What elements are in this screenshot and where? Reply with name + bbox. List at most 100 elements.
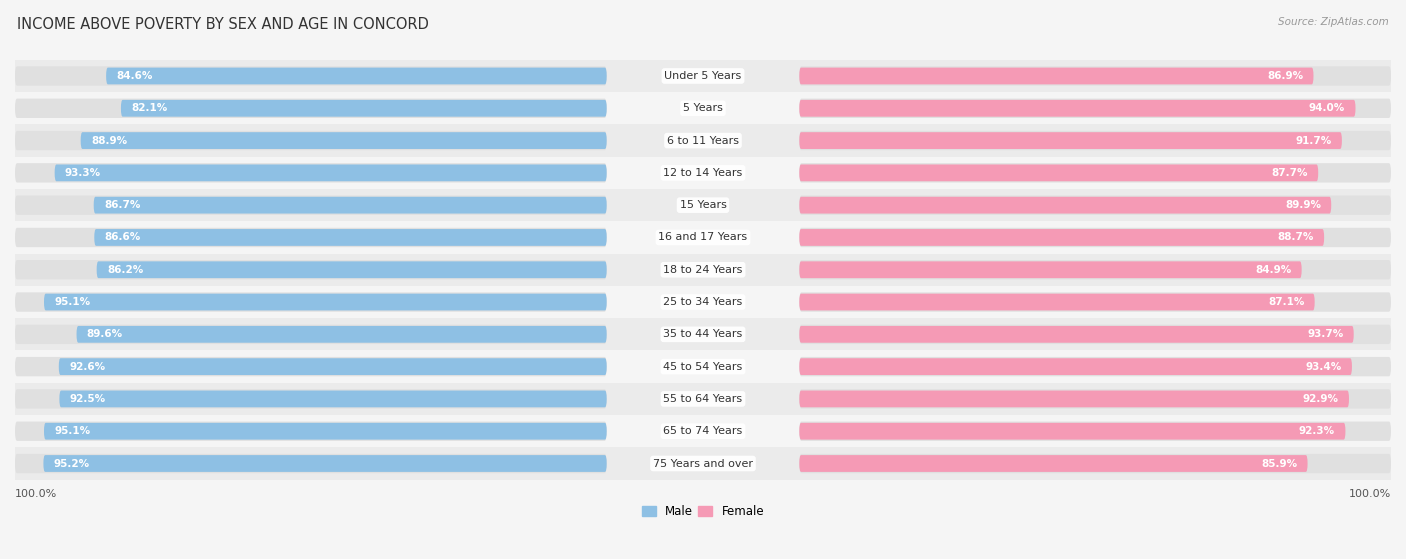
FancyBboxPatch shape bbox=[76, 326, 606, 343]
FancyBboxPatch shape bbox=[80, 132, 606, 149]
Text: 16 and 17 Years: 16 and 17 Years bbox=[658, 233, 748, 243]
FancyBboxPatch shape bbox=[800, 391, 1348, 408]
Text: 95.1%: 95.1% bbox=[55, 426, 90, 436]
FancyBboxPatch shape bbox=[800, 67, 1391, 86]
Text: 87.7%: 87.7% bbox=[1271, 168, 1308, 178]
FancyBboxPatch shape bbox=[44, 423, 606, 439]
Text: 84.6%: 84.6% bbox=[117, 71, 153, 81]
Text: 93.7%: 93.7% bbox=[1308, 329, 1343, 339]
Text: 88.7%: 88.7% bbox=[1278, 233, 1313, 243]
Text: 100.0%: 100.0% bbox=[15, 489, 58, 499]
FancyBboxPatch shape bbox=[800, 68, 1313, 84]
Text: 12 to 14 Years: 12 to 14 Years bbox=[664, 168, 742, 178]
Text: Under 5 Years: Under 5 Years bbox=[665, 71, 741, 81]
Legend: Male, Female: Male, Female bbox=[637, 500, 769, 523]
Text: 86.9%: 86.9% bbox=[1267, 71, 1303, 81]
Text: 18 to 24 Years: 18 to 24 Years bbox=[664, 265, 742, 274]
Bar bbox=[15, 221, 1391, 254]
FancyBboxPatch shape bbox=[800, 132, 1341, 149]
Text: 75 Years and over: 75 Years and over bbox=[652, 458, 754, 468]
Text: 93.3%: 93.3% bbox=[65, 168, 101, 178]
FancyBboxPatch shape bbox=[15, 228, 606, 247]
Bar bbox=[15, 189, 1391, 221]
Bar bbox=[15, 60, 1391, 92]
FancyBboxPatch shape bbox=[800, 131, 1391, 150]
FancyBboxPatch shape bbox=[800, 262, 1302, 278]
FancyBboxPatch shape bbox=[800, 197, 1331, 214]
FancyBboxPatch shape bbox=[800, 423, 1346, 439]
Text: 5 Years: 5 Years bbox=[683, 103, 723, 113]
Text: 65 to 74 Years: 65 to 74 Years bbox=[664, 426, 742, 436]
Text: 86.7%: 86.7% bbox=[104, 200, 141, 210]
Bar bbox=[15, 383, 1391, 415]
FancyBboxPatch shape bbox=[15, 292, 606, 312]
Text: 6 to 11 Years: 6 to 11 Years bbox=[666, 136, 740, 145]
FancyBboxPatch shape bbox=[800, 358, 1353, 375]
Bar bbox=[15, 254, 1391, 286]
FancyBboxPatch shape bbox=[800, 163, 1391, 183]
Text: 15 Years: 15 Years bbox=[679, 200, 727, 210]
Text: 95.1%: 95.1% bbox=[55, 297, 90, 307]
FancyBboxPatch shape bbox=[800, 292, 1391, 312]
FancyBboxPatch shape bbox=[15, 260, 606, 280]
FancyBboxPatch shape bbox=[800, 260, 1391, 280]
FancyBboxPatch shape bbox=[800, 357, 1391, 376]
FancyBboxPatch shape bbox=[94, 197, 606, 214]
Text: 55 to 64 Years: 55 to 64 Years bbox=[664, 394, 742, 404]
FancyBboxPatch shape bbox=[800, 229, 1324, 246]
FancyBboxPatch shape bbox=[15, 98, 606, 118]
Bar bbox=[15, 125, 1391, 157]
Text: 92.5%: 92.5% bbox=[70, 394, 105, 404]
FancyBboxPatch shape bbox=[15, 131, 606, 150]
Bar bbox=[15, 286, 1391, 318]
FancyBboxPatch shape bbox=[800, 164, 1319, 181]
FancyBboxPatch shape bbox=[15, 67, 606, 86]
Text: 94.0%: 94.0% bbox=[1309, 103, 1346, 113]
FancyBboxPatch shape bbox=[15, 196, 606, 215]
Text: 92.6%: 92.6% bbox=[69, 362, 105, 372]
FancyBboxPatch shape bbox=[105, 68, 606, 84]
FancyBboxPatch shape bbox=[15, 421, 606, 441]
Text: 86.6%: 86.6% bbox=[104, 233, 141, 243]
Bar bbox=[15, 92, 1391, 125]
FancyBboxPatch shape bbox=[800, 325, 1391, 344]
FancyBboxPatch shape bbox=[15, 454, 606, 473]
Text: 92.3%: 92.3% bbox=[1299, 426, 1336, 436]
FancyBboxPatch shape bbox=[59, 358, 606, 375]
Text: 35 to 44 Years: 35 to 44 Years bbox=[664, 329, 742, 339]
Text: 85.9%: 85.9% bbox=[1261, 458, 1298, 468]
Text: 92.9%: 92.9% bbox=[1303, 394, 1339, 404]
Text: 86.2%: 86.2% bbox=[107, 265, 143, 274]
Text: 87.1%: 87.1% bbox=[1268, 297, 1305, 307]
FancyBboxPatch shape bbox=[15, 163, 606, 183]
Bar bbox=[15, 318, 1391, 350]
FancyBboxPatch shape bbox=[15, 389, 606, 409]
Bar bbox=[15, 447, 1391, 480]
Text: Source: ZipAtlas.com: Source: ZipAtlas.com bbox=[1278, 17, 1389, 27]
FancyBboxPatch shape bbox=[800, 326, 1354, 343]
FancyBboxPatch shape bbox=[44, 293, 606, 310]
Bar bbox=[15, 350, 1391, 383]
Text: 89.6%: 89.6% bbox=[87, 329, 122, 339]
Text: 93.4%: 93.4% bbox=[1305, 362, 1341, 372]
Text: 95.2%: 95.2% bbox=[53, 458, 90, 468]
FancyBboxPatch shape bbox=[59, 391, 606, 408]
Text: 100.0%: 100.0% bbox=[1348, 489, 1391, 499]
FancyBboxPatch shape bbox=[94, 229, 606, 246]
FancyBboxPatch shape bbox=[800, 196, 1391, 215]
FancyBboxPatch shape bbox=[800, 421, 1391, 441]
Text: INCOME ABOVE POVERTY BY SEX AND AGE IN CONCORD: INCOME ABOVE POVERTY BY SEX AND AGE IN C… bbox=[17, 17, 429, 32]
Bar bbox=[15, 415, 1391, 447]
FancyBboxPatch shape bbox=[800, 454, 1391, 473]
FancyBboxPatch shape bbox=[800, 228, 1391, 247]
FancyBboxPatch shape bbox=[97, 262, 606, 278]
FancyBboxPatch shape bbox=[800, 455, 1308, 472]
Text: 45 to 54 Years: 45 to 54 Years bbox=[664, 362, 742, 372]
Text: 82.1%: 82.1% bbox=[131, 103, 167, 113]
FancyBboxPatch shape bbox=[800, 389, 1391, 409]
FancyBboxPatch shape bbox=[800, 98, 1391, 118]
Bar bbox=[15, 157, 1391, 189]
Text: 84.9%: 84.9% bbox=[1256, 265, 1291, 274]
Text: 25 to 34 Years: 25 to 34 Years bbox=[664, 297, 742, 307]
Text: 91.7%: 91.7% bbox=[1295, 136, 1331, 145]
